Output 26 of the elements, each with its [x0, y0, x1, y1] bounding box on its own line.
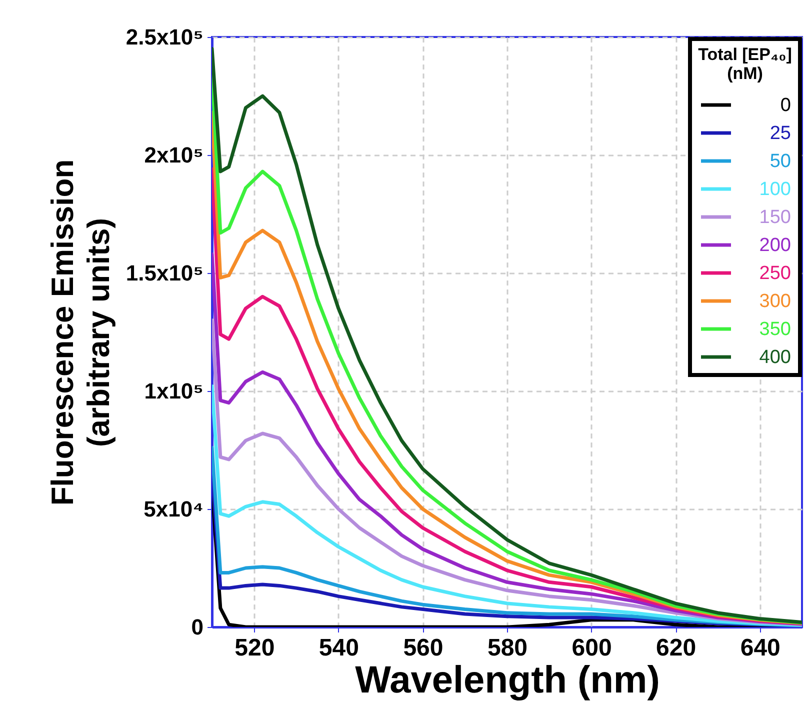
- legend-label: 350: [759, 319, 791, 340]
- text: 0: [780, 95, 791, 116]
- y-tick-label: 1.5x10⁵: [126, 260, 204, 286]
- legend-label: 400: [759, 347, 791, 368]
- legend-label: 100: [759, 179, 791, 200]
- y-axis-title: Fluorescence Emission (arbitrary units): [44, 159, 116, 506]
- x-axis-title: Wavelength (nm): [355, 660, 660, 702]
- x-tick-label: 640: [740, 634, 780, 662]
- x-tick-label: 620: [656, 634, 696, 662]
- x-tick-label: 520: [234, 634, 275, 662]
- x-tick-label: 600: [572, 634, 612, 662]
- legend-label: 25: [770, 123, 791, 144]
- y-tick-label: 2x10⁵: [144, 142, 204, 168]
- legend-title: Total [EP₄₀] (nM): [698, 45, 792, 83]
- x-tick-label: 580: [487, 634, 528, 662]
- x-tick-label: 560: [403, 634, 444, 662]
- legend-label: 50: [770, 151, 791, 172]
- y-tick-label: 0: [191, 614, 204, 640]
- legend-label: 150: [759, 207, 791, 228]
- legend-label: 200: [759, 235, 791, 256]
- y-tick-label: 2.5x10⁵: [126, 24, 204, 50]
- x-tick-label: 540: [318, 634, 359, 662]
- y-tick-label: 1x10⁵: [144, 378, 204, 404]
- legend-label: 300: [759, 291, 791, 312]
- y-tick-label: 5x10⁴: [144, 496, 204, 522]
- legend-label: 250: [759, 263, 791, 284]
